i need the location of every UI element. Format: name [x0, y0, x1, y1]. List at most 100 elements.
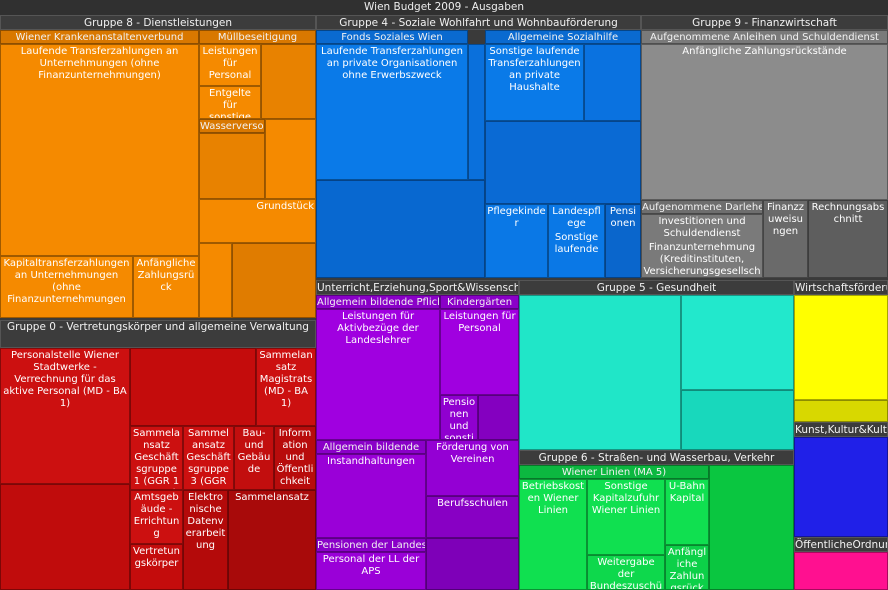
- chart-title: Wien Budget 2009 - Ausgaben: [0, 0, 888, 16]
- leaf-label: Sammelansatz Geschäftsgruppe 3 (GGR: [186, 428, 231, 487]
- subgroup-header-muell[interactable]: Müllbeseitigung: [199, 30, 316, 44]
- subgroup-header-kav[interactable]: Wiener Krankenanstaltenverbund: [0, 30, 199, 44]
- leaf-kiga-personal[interactable]: Leistungen für Personal: [440, 309, 519, 395]
- leaf-fsw-other[interactable]: [316, 180, 485, 278]
- leaf-allgemeinbildend[interactable]: Instandhaltungen: [316, 454, 426, 538]
- leaf-sammel-magistrat[interactable]: Sammelansatz Magistrats (MD - BA 1): [256, 348, 316, 426]
- leaf-wirtschaft-1[interactable]: [794, 295, 888, 400]
- subgroup-header-fsw[interactable]: Fonds Soziales Wien: [316, 30, 468, 44]
- leaf-label: Instandhaltungen: [327, 456, 415, 467]
- leaf-pensionen[interactable]: Pensionen: [605, 204, 641, 278]
- leaf-gesundheit-1[interactable]: [519, 295, 681, 450]
- group-header-5[interactable]: Gruppe 5 - Gesundheit: [519, 280, 794, 295]
- leaf-label: Bau- und Gebäude: [237, 428, 271, 475]
- group-header-8[interactable]: Gruppe 8 - Dienstleistungen: [0, 15, 316, 30]
- leaf-g6-misc[interactable]: [709, 465, 794, 590]
- leaf-wl-betrieb[interactable]: Betriebskosten Wiener Linien: [519, 479, 587, 590]
- group-header-wirtschaft[interactable]: Wirtschaftsförderung: [794, 280, 888, 295]
- leaf-label: Anfängliche Zahlungsrück: [667, 547, 707, 590]
- leaf-label: Information und Öffentlichkeit: [276, 428, 314, 487]
- leaf-label: Leistungen für Aktivbezüge der Landesleh…: [337, 311, 419, 346]
- group-header-6[interactable]: Gruppe 6 - Straßen- und Wasserbau, Verke…: [519, 450, 794, 465]
- leaf-personalstelle[interactable]: Personalstelle Wiener Stadtwerke -Verrec…: [0, 348, 130, 484]
- leaf-kiga-pensionen[interactable]: Pensionen und sonstige Ruhebezüge: [440, 395, 478, 440]
- subgroup-header-sozialhilfe[interactable]: Allgemeine Sozialhilfe: [485, 30, 641, 44]
- leaf-information[interactable]: Information und Öffentlichkeit: [274, 426, 316, 490]
- leaf-kav-kapital[interactable]: Kapitaltransferzahlungen an Unternehmung…: [0, 256, 133, 318]
- leaf-label: Grundstück: [256, 201, 314, 212]
- group-header-0[interactable]: Gruppe 0 - Vertretungskörper und allgeme…: [0, 320, 316, 348]
- group-header-kunst[interactable]: Kunst,Kultur&Kultus: [794, 422, 888, 437]
- leaf-kav-rueckstaende[interactable]: Anfängliche Zahlungsrück: [133, 256, 199, 318]
- leaf-gesundheit-2[interactable]: [681, 295, 794, 390]
- group-header-unterricht[interactable]: Unterricht,Erziehung,Sport&Wissenschaft: [316, 280, 519, 295]
- leaf-label: Leistungen für Personal: [202, 46, 258, 81]
- leaf-wl-weitergabe[interactable]: Weitergabe der Bundeszuschüsse: [587, 555, 665, 590]
- subgroup-header-anleihen[interactable]: Aufgenommene Anleihen und Schuldendienst: [641, 30, 888, 44]
- leaf-sozialhilfe-transfer[interactable]: Sonstige laufende Transferzahlungen an p…: [485, 44, 584, 121]
- group-header-4[interactable]: Gruppe 4 - Soziale Wohlfahrt und Wohnbau…: [316, 15, 641, 30]
- leaf-sammel-other[interactable]: Sammelansatz: [228, 490, 316, 590]
- leaf-finanzzuweisungen[interactable]: Finanzzuweisungen: [763, 200, 808, 278]
- leaf-g8-misc-3[interactable]: [232, 243, 316, 318]
- leaf-label: Finanzzuweisungen: [766, 202, 805, 237]
- leaf-sublabel: Finanzunternehmung (Kreditinstituten, Ve…: [643, 242, 761, 277]
- leaf-muell-misc[interactable]: [261, 44, 316, 119]
- leaf-amtsgebaeude[interactable]: Amtsgebäude - Errichtung: [130, 490, 183, 544]
- leaf-grundstueck[interactable]: Grundstück: [199, 199, 316, 243]
- leaf-label: Sammelansatz Geschäftsgruppe 1 (GGR 1 - …: [132, 428, 181, 489]
- leaf-muell-entgelte[interactable]: Entgelte für sonstige: [199, 86, 261, 119]
- subgroup-header-pensionen-ll[interactable]: Pensionen der Landeslehrer: [316, 538, 426, 552]
- leaf-bau-gebaeude[interactable]: Bau- und Gebäude: [234, 426, 274, 490]
- leaf-pensionen-ll[interactable]: Personal der LL der APS: [316, 552, 426, 590]
- leaf-label: Förderung von Vereinen: [436, 442, 509, 465]
- leaf-landespflege[interactable]: Landespflege Sonstige laufende: [548, 204, 605, 278]
- leaf-sammel-ggr1[interactable]: Sammelansatz Geschäftsgruppe 1 (GGR 1 - …: [130, 426, 183, 490]
- leaf-wl-rueckstaende[interactable]: Anfängliche Zahlungsrück: [665, 545, 709, 590]
- group-header-9[interactable]: Gruppe 9 - Finanzwirtschaft: [641, 15, 888, 30]
- leaf-wirtschaft-2[interactable]: [794, 400, 888, 422]
- leaf-sozialhilfe-misc[interactable]: [584, 44, 641, 121]
- leaf-g0-misc-1[interactable]: [130, 348, 256, 426]
- leaf-wl-kapitalzufuhr[interactable]: Sonstige Kapitalzufuhr Wiener Linien: [587, 479, 665, 555]
- leaf-edv[interactable]: Elektronische Datenverarbeitung: [183, 490, 228, 590]
- subgroup-header-kindergaerten[interactable]: Kindergärten: [440, 295, 519, 309]
- leaf-label: Investitionen und Schuldendienst: [658, 216, 746, 239]
- subgroup-header-pflichtschulen[interactable]: Allgemein bildende Pflichtschulen: [316, 295, 440, 309]
- leaf-darlehen[interactable]: Investitionen und Schuldendienst Finanzun…: [641, 214, 763, 278]
- leaf-label: Elektronische Datenverarbeitung: [185, 492, 226, 551]
- group-header-ordnung[interactable]: ÖffentlicheOrdnung: [794, 537, 888, 552]
- leaf-foerderung[interactable]: Förderung von Vereinen: [426, 440, 519, 496]
- leaf-label: Anfängliche Zahlungsrück: [136, 258, 196, 293]
- leaf-kav-transfer[interactable]: Laufende Transferzahlungen an Unternehmu…: [0, 44, 199, 256]
- subgroup-header-wienerlinien[interactable]: Wiener Linien (MA 5): [519, 465, 709, 479]
- leaf-g0-misc-2[interactable]: [0, 484, 130, 590]
- leaf-unterricht-misc[interactable]: [426, 538, 519, 590]
- leaf-g8-misc-1[interactable]: [265, 119, 316, 199]
- leaf-anleihen-rueckstaende[interactable]: Anfängliche Zahlungsrückstände: [641, 44, 888, 200]
- leaf-label: Berufsschulen: [437, 498, 508, 509]
- leaf-gesundheit-3[interactable]: [681, 390, 794, 450]
- leaf-sammel-ggr3[interactable]: Sammelansatz Geschäftsgruppe 3 (GGR: [183, 426, 234, 490]
- leaf-kunst[interactable]: [794, 437, 888, 537]
- leaf-fsw-transfer[interactable]: Laufende Transferzahlungen an private Or…: [316, 44, 468, 180]
- leaf-pflichtschulen-aktiv[interactable]: Leistungen für Aktivbezüge der Landesleh…: [316, 309, 440, 440]
- leaf-kiga-misc[interactable]: [478, 395, 519, 440]
- subgroup-header-allgemeinbildend[interactable]: Allgemein bildende: [316, 440, 426, 454]
- leaf-fsw-misc[interactable]: [468, 44, 485, 180]
- leaf-rechnungsabschnitt[interactable]: Rechnungsabschnitt: [808, 200, 888, 278]
- leaf-ordnung[interactable]: [794, 552, 888, 590]
- leaf-label: Personal der LL der APS: [322, 554, 420, 577]
- subgroup-header-darlehen[interactable]: Aufgenommene Darlehen und Schuldendienst: [641, 200, 763, 214]
- leaf-g8-misc-2[interactable]: [199, 243, 232, 318]
- leaf-vertretung[interactable]: Vertretungskörper: [130, 544, 183, 590]
- leaf-wasser[interactable]: [199, 133, 265, 199]
- subgroup-header-wasser[interactable]: Wasserversorgung: [199, 119, 265, 133]
- leaf-muell-personal[interactable]: Leistungen für Personal: [199, 44, 261, 86]
- leaf-label: Sonstige Kapitalzufuhr Wiener Linien: [591, 481, 661, 516]
- leaf-label: Kapitaltransferzahlungen an Unternehmung…: [3, 258, 130, 305]
- leaf-sozialhilfe-other[interactable]: [485, 121, 641, 204]
- leaf-pflegekinder[interactable]: Pflegekinder: [485, 204, 548, 278]
- leaf-wl-ubahn[interactable]: U-Bahn Kapital: [665, 479, 709, 545]
- leaf-berufsschulen[interactable]: Berufsschulen: [426, 496, 519, 538]
